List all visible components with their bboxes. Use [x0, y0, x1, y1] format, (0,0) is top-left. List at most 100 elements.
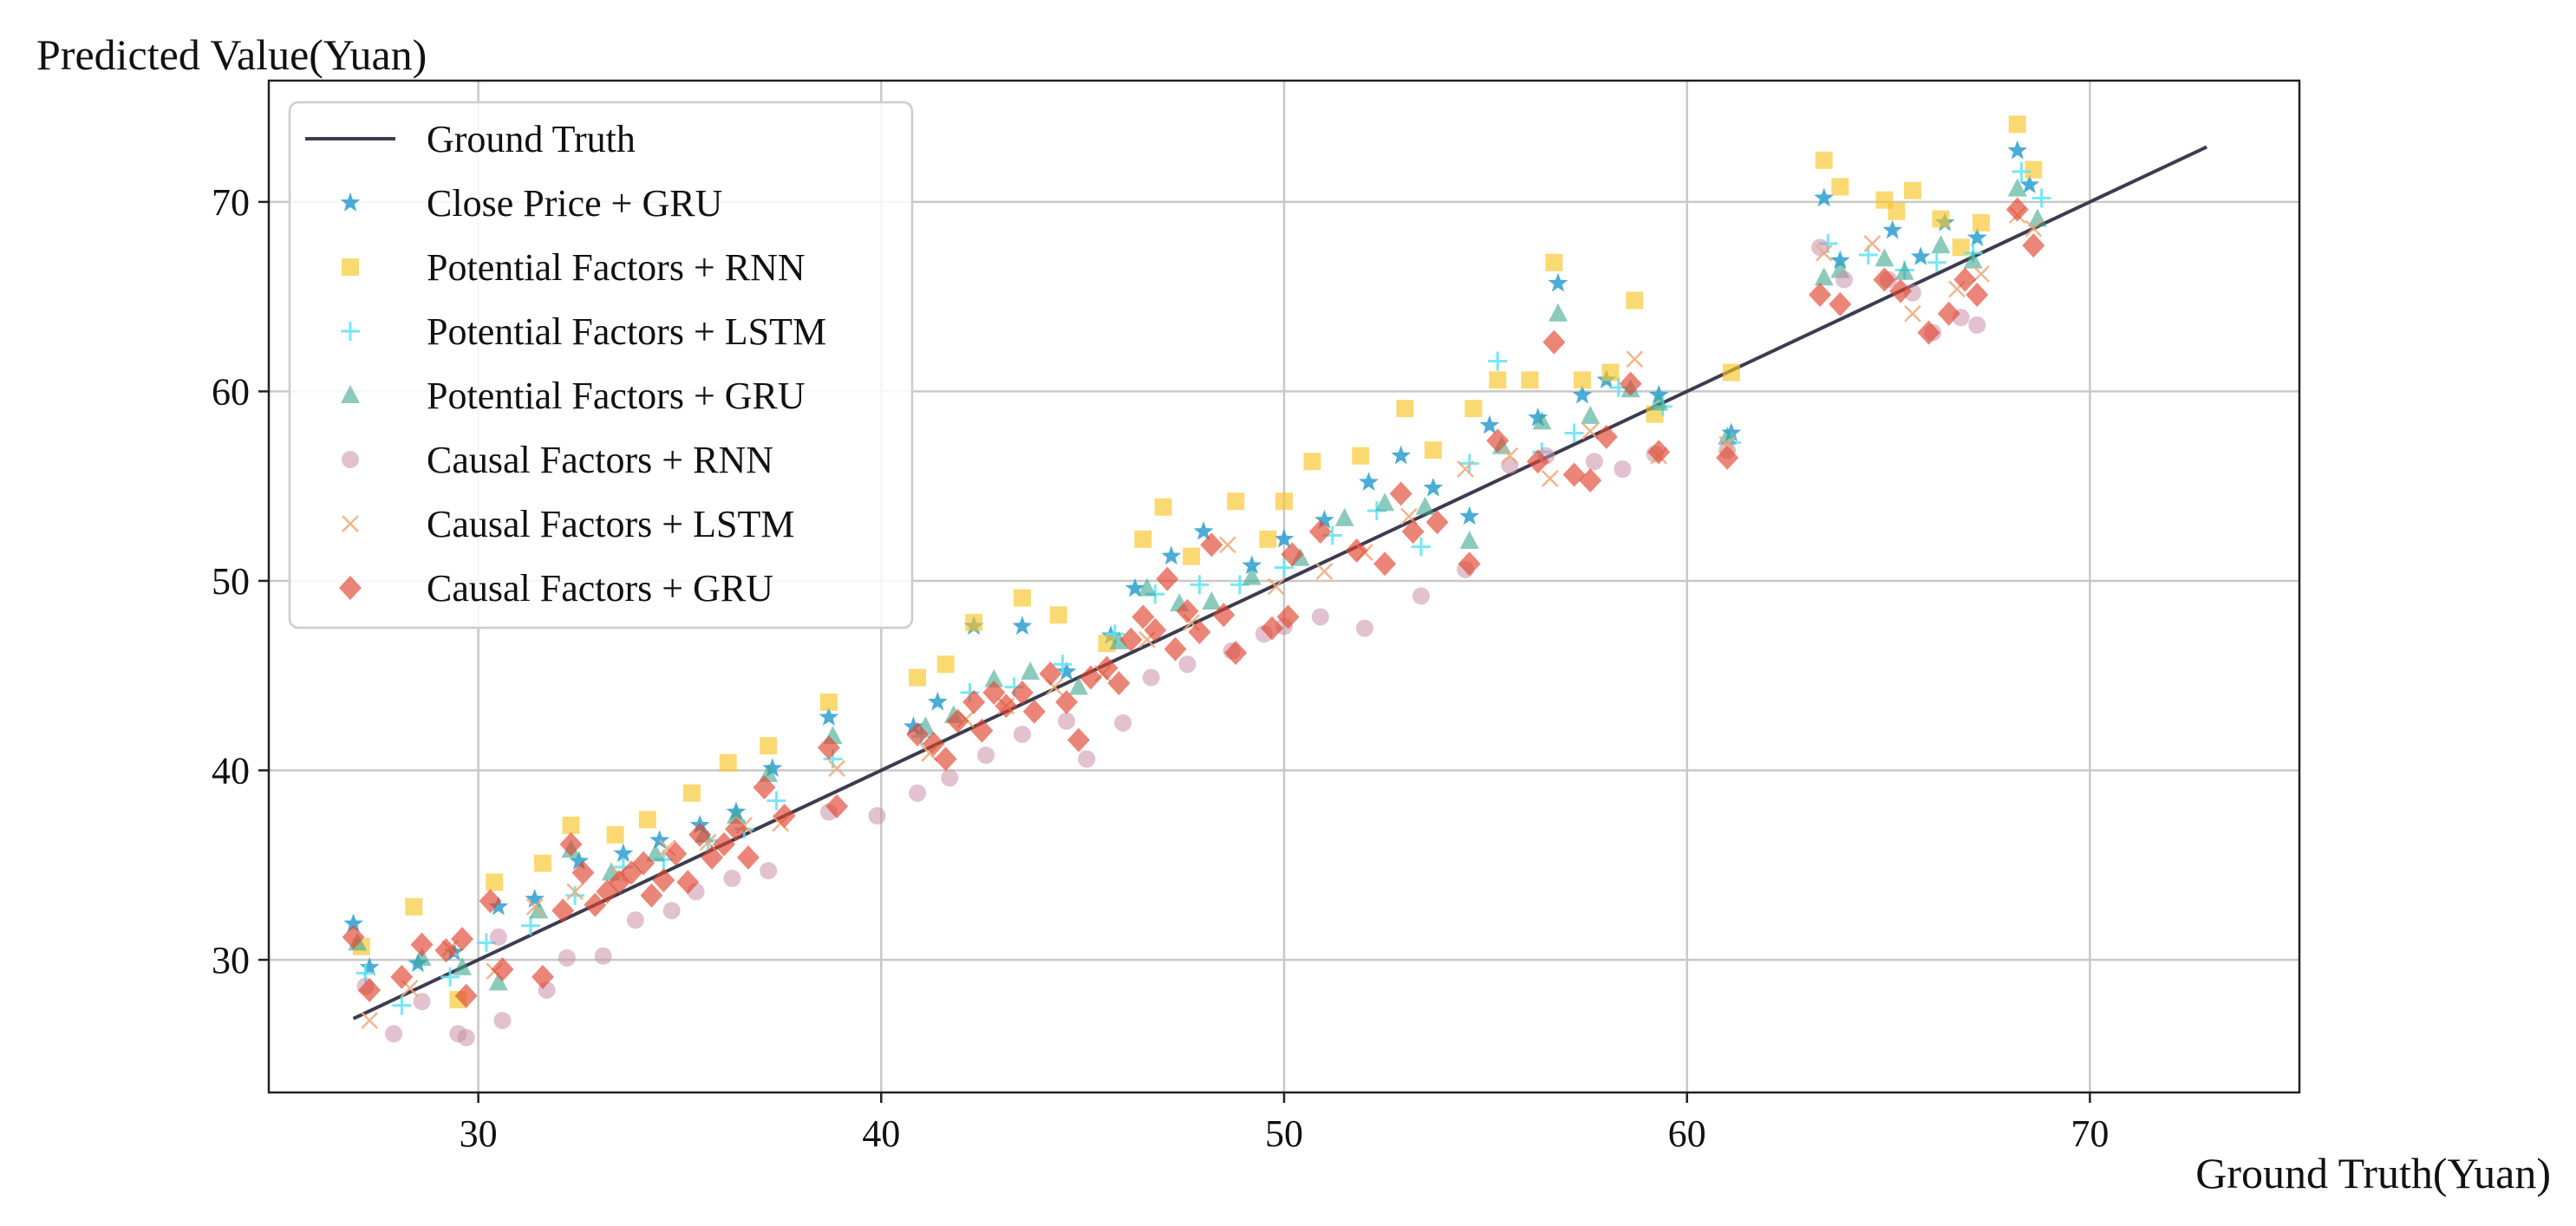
data-point [413, 993, 431, 1011]
data-point [1156, 566, 1179, 591]
data-point [1373, 551, 1397, 577]
data-point [488, 972, 508, 991]
data-point [2022, 233, 2045, 258]
legend-label: Potential Factors + GRU [427, 375, 805, 417]
data-point [1227, 492, 1245, 511]
data-point [2005, 197, 2029, 222]
data-point [385, 1025, 403, 1043]
data-point [2008, 115, 2026, 134]
data-point [1154, 498, 1172, 516]
legend-label: Causal Factors + LSTM [427, 503, 794, 545]
data-point [664, 841, 688, 866]
data-point [1903, 181, 1921, 199]
series-6 [342, 197, 2045, 1008]
data-point [1831, 178, 1849, 196]
data-point [1882, 219, 1903, 239]
data-point [638, 811, 656, 829]
legend-label: Potential Factors + RNN [427, 246, 805, 289]
data-point [1079, 665, 1102, 690]
data-point [559, 831, 583, 857]
data-point [1022, 699, 1046, 724]
data-point [766, 791, 786, 811]
data-point [1190, 575, 1210, 595]
data-point [1809, 282, 1832, 307]
data-point [1647, 440, 1671, 465]
data-point [922, 731, 945, 756]
data-point [1888, 278, 1912, 303]
data-point [1619, 371, 1642, 396]
data-point [1389, 481, 1412, 506]
data-point [817, 735, 840, 760]
data-point [493, 1011, 512, 1029]
legend-marker [341, 385, 360, 403]
data-point [946, 708, 969, 734]
data-point [1581, 405, 1601, 424]
data-point [1275, 492, 1293, 511]
data-point [1873, 267, 1896, 292]
data-point [719, 753, 737, 772]
legend-marker [339, 576, 362, 600]
data-point [760, 737, 778, 755]
data-point [359, 956, 380, 976]
data-point [1021, 661, 1040, 680]
data-point [1526, 449, 1549, 474]
data-point [1423, 477, 1444, 497]
data-point [1814, 267, 1834, 286]
data-point [1541, 470, 1559, 487]
data-point [1212, 603, 1236, 628]
data-point [736, 845, 760, 871]
data-point [486, 873, 504, 891]
data-point [682, 784, 701, 802]
data-point [390, 964, 414, 989]
data-point [1114, 714, 1132, 732]
data-point [1572, 384, 1593, 404]
x-tick-label: 30 [460, 1112, 498, 1155]
data-point [1183, 547, 1201, 565]
data-point [965, 614, 983, 632]
data-point [1521, 371, 1539, 389]
data-point [1917, 320, 1940, 345]
data-point [962, 689, 986, 714]
data-point [1718, 435, 1737, 453]
data-point [1973, 265, 1990, 283]
data-point [392, 995, 412, 1015]
data-point [358, 977, 382, 1002]
legend-label: Ground Truth [427, 118, 636, 160]
data-point [2007, 140, 2028, 160]
data-point [1424, 441, 1442, 460]
data-point [1479, 414, 1500, 434]
x-tick-label: 60 [1668, 1112, 1706, 1155]
data-point [1188, 619, 1211, 644]
data-point [1488, 351, 1508, 371]
data-point [525, 889, 545, 908]
data-point [1953, 267, 1977, 292]
data-point [569, 851, 590, 871]
data-point [1888, 202, 1906, 220]
data-point [1095, 655, 1118, 681]
data-point [1548, 272, 1568, 292]
data-point [1931, 235, 1951, 254]
data-point [1078, 750, 1096, 768]
data-point [440, 967, 460, 987]
data-point [2007, 178, 2027, 197]
legend-label: Potential Factors + LSTM [427, 310, 826, 353]
data-point [1501, 456, 1519, 474]
data-point [1811, 238, 1829, 257]
x-tick-label: 40 [862, 1112, 900, 1155]
data-point [1119, 627, 1143, 652]
data-point [1345, 538, 1368, 563]
data-point [1963, 250, 1983, 269]
data-point [529, 900, 549, 919]
legend-marker [340, 192, 361, 212]
data-point [909, 668, 927, 687]
data-point [1056, 661, 1077, 681]
data-point [762, 758, 783, 777]
data-point [773, 803, 796, 828]
data-point [723, 870, 741, 888]
legend-label: Causal Factors + GRU [427, 567, 773, 610]
data-point [1067, 727, 1091, 753]
data-point [1308, 519, 1332, 545]
data-point [1464, 400, 1483, 418]
y-tick-label: 60 [212, 370, 250, 413]
